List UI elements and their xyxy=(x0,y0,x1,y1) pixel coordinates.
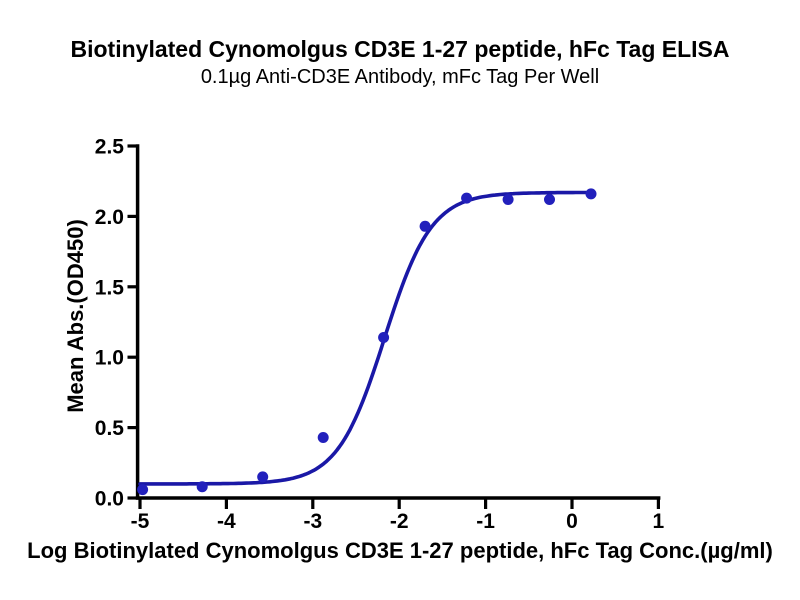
x-tick-label: -3 xyxy=(303,510,322,533)
data-point xyxy=(196,481,208,493)
y-tick-label: 1.5 xyxy=(95,276,125,299)
chart-subtitle: 0.1µg Anti-CD3E Antibody, mFc Tag Per We… xyxy=(200,66,600,88)
x-axis-title: Log Biotinylated Cynomolgus CD3E 1-27 pe… xyxy=(27,538,773,563)
data-point xyxy=(137,484,149,496)
data-point xyxy=(257,471,269,483)
data-point xyxy=(378,332,390,343)
x-tick-label: -1 xyxy=(476,510,495,533)
x-tick-label: -4 xyxy=(217,510,236,533)
data-point xyxy=(544,194,555,205)
data-point xyxy=(585,188,597,200)
y-tick-label: 0.0 xyxy=(95,488,124,511)
x-tick-label: 0 xyxy=(566,510,578,533)
data-point xyxy=(461,192,473,204)
x-tick-label: -5 xyxy=(131,510,150,533)
x-tick-label: 1 xyxy=(653,510,665,533)
data-point xyxy=(317,432,329,443)
fit-curve xyxy=(138,190,593,486)
data-point xyxy=(419,220,431,232)
y-tick-label: 1.0 xyxy=(95,347,124,370)
data-point xyxy=(502,194,514,205)
x-tick-label: -2 xyxy=(390,510,409,533)
y-tick-label: 0.5 xyxy=(95,417,125,440)
y-tick-label: 2.0 xyxy=(95,206,124,229)
y-tick-label: 2.5 xyxy=(95,136,125,159)
chart-title: Biotinylated Cynomolgus CD3E 1-27 peptid… xyxy=(70,36,730,62)
